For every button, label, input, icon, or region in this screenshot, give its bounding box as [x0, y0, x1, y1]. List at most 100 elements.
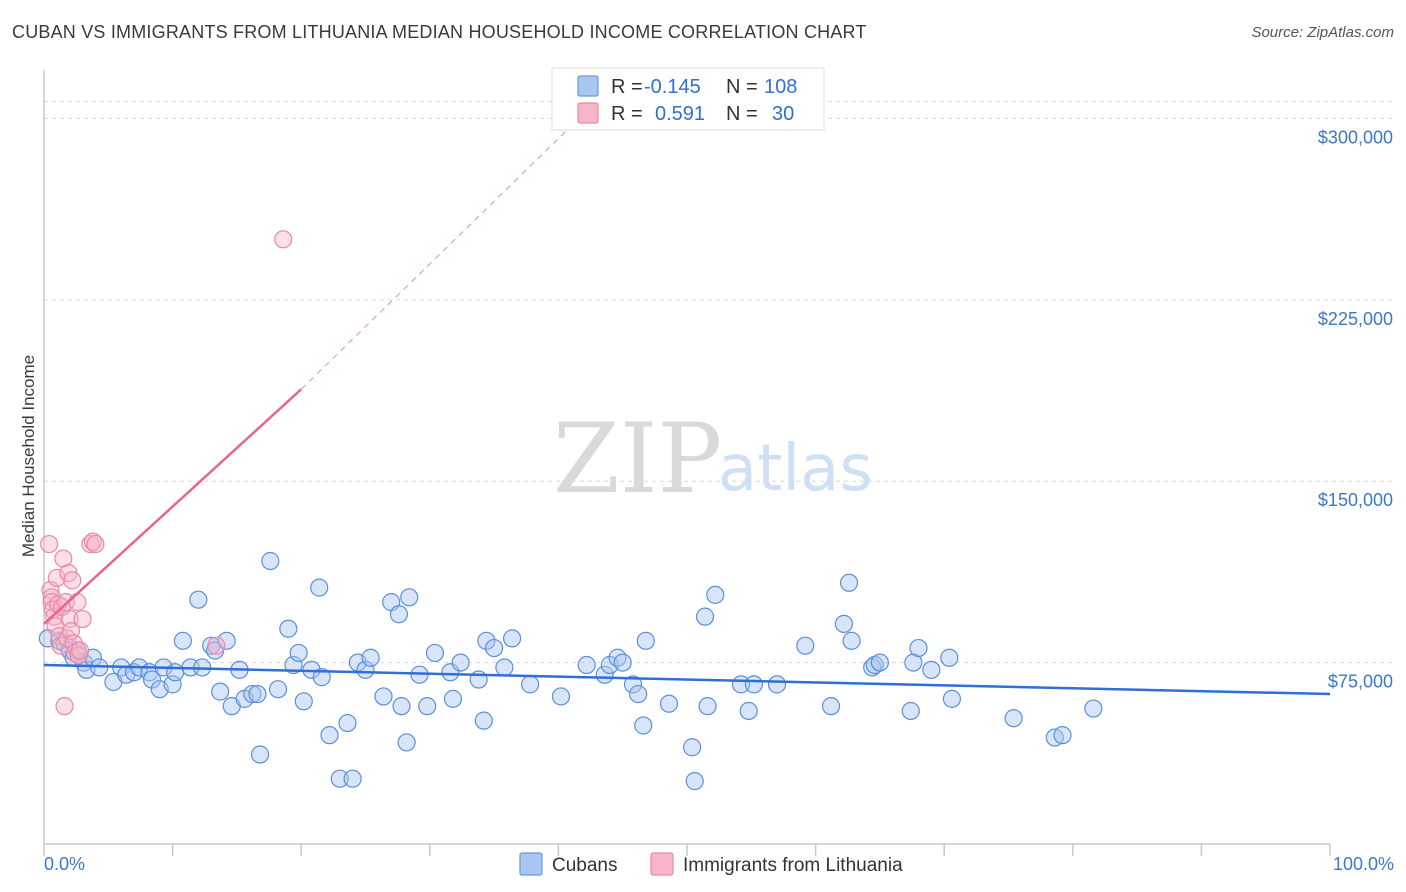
- data-point-cubans: [608, 648, 627, 667]
- data-point-cubans: [284, 655, 303, 675]
- data-point-cubans: [320, 726, 339, 745]
- legend-r-label-cubans: R =: [611, 76, 643, 98]
- data-point-cubans: [634, 716, 653, 735]
- data-point-lithuania: [45, 607, 64, 626]
- legend-swatch-cubans: [577, 75, 599, 97]
- data-point-cubans: [243, 684, 262, 704]
- data-point-cubans: [503, 629, 522, 648]
- x-tick-max: 100.0%: [1333, 854, 1394, 874]
- data-point-cubans: [698, 697, 717, 716]
- data-point-cubans: [189, 590, 208, 609]
- legend-swatch-lithuania: [577, 102, 599, 124]
- data-point-cubans: [310, 578, 329, 597]
- data-point-cubans: [173, 631, 192, 650]
- data-point-lithuania: [55, 697, 74, 716]
- data-point-cubans: [636, 631, 655, 650]
- data-point-cubans: [922, 660, 941, 679]
- bottom-legend-cubans: Cubans: [552, 855, 618, 876]
- data-point-lithuania: [274, 230, 293, 249]
- data-point-cubans: [695, 607, 715, 626]
- data-point-cubans: [870, 653, 890, 672]
- x-tick-min: 0.0%: [44, 854, 85, 874]
- bottom-legend-swatch-cubans: [519, 852, 543, 876]
- legend-r-value-cubans: -0.145: [644, 76, 701, 98]
- bottom-legend-lithuania: Immigrants from Lithuania: [683, 855, 903, 876]
- data-point-cubans: [343, 769, 362, 788]
- legend-n-label-cubans: N =: [726, 76, 758, 98]
- data-point-cubans: [659, 694, 679, 713]
- data-point-cubans: [425, 643, 445, 663]
- data-point-cubans: [443, 689, 463, 708]
- trend-line-lithuania: [43, 388, 303, 625]
- data-point-cubans: [1053, 726, 1072, 745]
- data-point-cubans: [312, 668, 331, 687]
- data-point-cubans: [330, 769, 349, 788]
- data-point-lithuania: [70, 641, 90, 660]
- data-point-cubans: [629, 684, 648, 704]
- data-point-lithuania: [47, 568, 66, 588]
- data-point-cubans: [418, 697, 437, 716]
- data-point-cubans: [909, 638, 928, 658]
- watermark: ZIP atlas: [553, 403, 873, 515]
- data-point-cubans: [392, 697, 411, 716]
- chart-title: CUBAN VS IMMIGRANTS FROM LITHUANIA MEDIA…: [12, 22, 867, 42]
- y-tick-label: $75,000: [1328, 672, 1393, 692]
- data-point-cubans: [142, 670, 162, 689]
- source-label: Source: ZipAtlas.com: [1251, 24, 1394, 41]
- bottom-legend-swatch-lithuania: [650, 852, 674, 876]
- data-point-lithuania: [68, 593, 87, 612]
- legend-n-value-cubans: 108: [764, 76, 797, 98]
- data-point-cubans: [839, 573, 859, 592]
- data-point-cubans: [248, 684, 267, 704]
- correlation-legend: R = -0.145 N = 108 R = 0.591 N = 30: [551, 67, 825, 131]
- data-point-lithuania: [81, 534, 100, 554]
- data-point-lithuania: [40, 534, 59, 554]
- axes: [43, 70, 1331, 856]
- data-point-cubans: [356, 660, 375, 679]
- data-point-cubans: [361, 648, 380, 667]
- data-point-cubans: [767, 675, 787, 694]
- data-point-lithuania: [64, 634, 83, 653]
- gridlines: [44, 100, 1394, 664]
- legend-n-value-lithuania: 30: [772, 103, 794, 125]
- data-point-cubans: [1084, 699, 1103, 718]
- y-tick-label: $150,000: [1318, 490, 1393, 510]
- data-point-cubans: [706, 585, 725, 604]
- data-point-lithuania: [207, 636, 226, 655]
- x-ticks: [43, 844, 1331, 856]
- data-point-cubans: [294, 692, 313, 711]
- legend-n-label-lithuania: N =: [726, 103, 758, 125]
- data-point-cubans: [477, 631, 496, 650]
- watermark-zip: ZIP: [553, 403, 722, 515]
- legend-r-label-lithuania: R =: [611, 103, 643, 125]
- data-point-cubans: [338, 713, 357, 733]
- trend-lines: [43, 113, 1331, 696]
- data-point-cubans: [250, 745, 270, 764]
- series-cubans: [38, 551, 1103, 791]
- data-point-cubans: [739, 701, 758, 721]
- y-tick-label: $300,000: [1318, 127, 1393, 147]
- data-point-cubans: [397, 733, 416, 752]
- data-point-cubans: [834, 614, 853, 633]
- data-point-cubans: [842, 631, 861, 650]
- data-point-cubans: [485, 638, 504, 658]
- y-axis-label: Median Household Income: [19, 355, 38, 557]
- data-point-cubans: [623, 675, 643, 694]
- series-lithuania: [40, 230, 293, 716]
- data-point-cubans: [374, 687, 393, 706]
- series-legend: Cubans Immigrants from Lithuania: [519, 852, 903, 876]
- data-point-cubans: [211, 682, 230, 701]
- data-point-lithuania: [83, 532, 102, 551]
- data-point-cubans: [551, 687, 571, 706]
- data-point-cubans: [166, 663, 185, 682]
- data-point-cubans: [389, 605, 409, 624]
- data-point-lithuania: [73, 609, 92, 629]
- data-point-cubans: [289, 643, 308, 663]
- data-point-cubans: [613, 653, 632, 672]
- data-point-cubans: [261, 551, 280, 571]
- trend-line-lithuania-extension: [300, 113, 585, 390]
- data-point-cubans: [942, 689, 962, 708]
- data-point-cubans: [279, 619, 298, 638]
- y-tick-labels: $75,000 $150,000 $225,000 $300,000: [1318, 127, 1393, 691]
- y-tick-label: $225,000: [1318, 309, 1393, 329]
